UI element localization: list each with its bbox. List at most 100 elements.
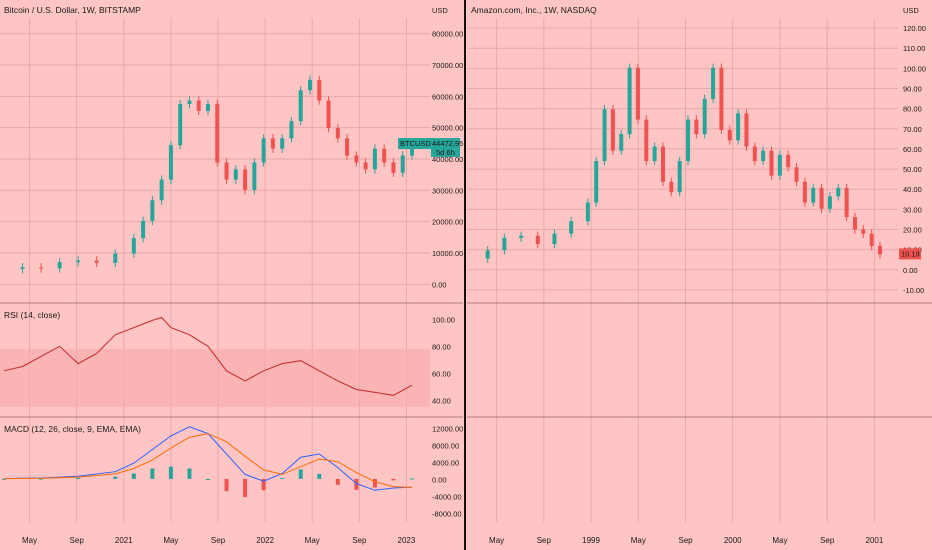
candle-body xyxy=(744,113,749,147)
price-tick-label: 0.00 xyxy=(903,266,918,275)
candle-body xyxy=(686,119,691,162)
candle-body xyxy=(224,162,229,180)
price-tick-label: 50000.00 xyxy=(432,124,463,133)
candle-body xyxy=(502,237,507,251)
price-tick-label: 30.00 xyxy=(903,205,922,214)
candle-body xyxy=(270,138,275,149)
candle-body xyxy=(363,162,368,170)
price-tick-label: 80.00 xyxy=(903,105,922,114)
axis-currency-label: USD xyxy=(432,6,448,15)
candle-body xyxy=(354,155,359,163)
macd-tick-label: 4000.00 xyxy=(432,459,459,468)
candle-body xyxy=(619,134,624,151)
symbol-badge xyxy=(398,138,431,150)
chart-panel-2: USD 120.00 110.00 100.00 90.00 80.00 70.00 60.0… xyxy=(467,5,932,545)
candle-body xyxy=(635,67,640,120)
candle-body xyxy=(852,217,857,230)
price-tick-label: 70.00 xyxy=(903,125,922,134)
candle-body xyxy=(159,179,164,201)
macd-histogram-bar xyxy=(150,468,155,479)
macd-tick-label: 0.00 xyxy=(432,476,447,485)
candle-body xyxy=(335,128,340,139)
candle-body xyxy=(76,260,81,263)
time-tick-label: Sep xyxy=(211,536,226,545)
candle-body xyxy=(719,67,724,130)
candle-body xyxy=(206,103,210,111)
candle-body xyxy=(298,90,303,122)
rsi-tick-label: 100.00 xyxy=(432,316,455,325)
price-tick-label: 10000.00 xyxy=(432,249,463,258)
time-tick-label: 1999 xyxy=(582,536,600,545)
candle-body xyxy=(141,220,146,239)
macd-histogram-bar xyxy=(410,478,414,480)
time-tick-label: May xyxy=(772,536,787,545)
rsi-pane: RSI (14, close) 100.00 80.00 60.00 40.00 xyxy=(0,310,455,407)
candle-body xyxy=(736,113,741,141)
candle-body xyxy=(844,188,849,218)
last-price-badge xyxy=(431,138,460,158)
price-axis: USD 120.00 110.00 100.00 90.00 80.00 70.00 60.0… xyxy=(903,6,926,295)
candle-body xyxy=(786,154,791,168)
price-axis: USD 80000.00 70000.00 60000.00 50000.00 40000… xyxy=(432,6,463,289)
price-tick-label: 100.00 xyxy=(903,64,926,73)
price-tick-label: 30000.00 xyxy=(432,186,463,195)
candle-body xyxy=(836,188,841,197)
macd-tick-label: 12000.00 xyxy=(432,425,463,434)
rsi-tick-label: 80.00 xyxy=(432,343,451,352)
candle-body xyxy=(326,100,331,129)
price-tick-label: 0.00 xyxy=(432,280,447,289)
macd-pane: MACD (12, 26, close, 9, EMA, EMA) 12000.0… xyxy=(2,424,463,519)
macd-histogram-bar xyxy=(113,476,118,479)
candle-body xyxy=(391,162,396,173)
candle-body xyxy=(196,100,201,111)
signal-line xyxy=(3,433,413,488)
price-tick-label: 80000.00 xyxy=(432,30,463,39)
macd-histogram-bar xyxy=(131,473,136,479)
time-axis: May Sep 1999 May Sep 2000 May Sep 2001 xyxy=(489,536,884,545)
symbol-badge-text: BTCUSD xyxy=(400,139,431,148)
candle-body xyxy=(20,267,25,270)
price-series xyxy=(485,63,882,263)
time-tick-label: 2021 xyxy=(115,536,133,545)
candle-body xyxy=(289,121,294,139)
price-tick-label: 50.00 xyxy=(903,165,922,174)
macd-histogram-bar xyxy=(335,478,340,485)
last-price-value: 44472.95 xyxy=(432,139,463,148)
axis-currency-label: USD xyxy=(903,6,919,15)
price-tick-label: 60.00 xyxy=(903,145,922,154)
candle-body xyxy=(372,148,377,170)
candle-body xyxy=(410,147,414,156)
candle-body xyxy=(382,148,387,163)
macd-histogram-bar xyxy=(39,478,44,480)
candle-body xyxy=(39,267,44,269)
candle-body xyxy=(794,167,799,182)
candle-body xyxy=(400,155,405,173)
time-tick-label: May xyxy=(22,536,37,545)
macd-histogram-bar xyxy=(76,478,81,480)
time-tick-label: May xyxy=(163,536,178,545)
candle-body xyxy=(711,67,716,99)
candle-body xyxy=(878,246,882,255)
grid-lines xyxy=(467,18,898,522)
candle-body xyxy=(602,109,607,162)
candle-body xyxy=(552,233,557,245)
rsi-label: RSI (14, close) xyxy=(4,310,60,320)
macd-histogram-bar xyxy=(168,466,173,479)
chart-title: Bitcoin / U.S. Dollar, 1W, BITSTAMP xyxy=(4,5,141,15)
candle-body xyxy=(345,138,350,156)
candle-body xyxy=(569,221,574,234)
candle-body xyxy=(94,260,99,263)
macd-histogram-bar xyxy=(354,478,359,490)
macd-line xyxy=(3,426,413,491)
candle-body xyxy=(243,169,248,190)
time-tick-label: Sep xyxy=(820,536,835,545)
time-tick-label: Sep xyxy=(352,536,367,545)
macd-histogram-bar xyxy=(280,478,285,480)
macd-histogram-bar xyxy=(298,469,303,479)
candle-body xyxy=(694,119,699,135)
price-tick-label: 60000.00 xyxy=(432,92,463,101)
candle-body xyxy=(113,253,118,263)
candle-body xyxy=(660,146,665,182)
rsi-line xyxy=(3,316,413,396)
